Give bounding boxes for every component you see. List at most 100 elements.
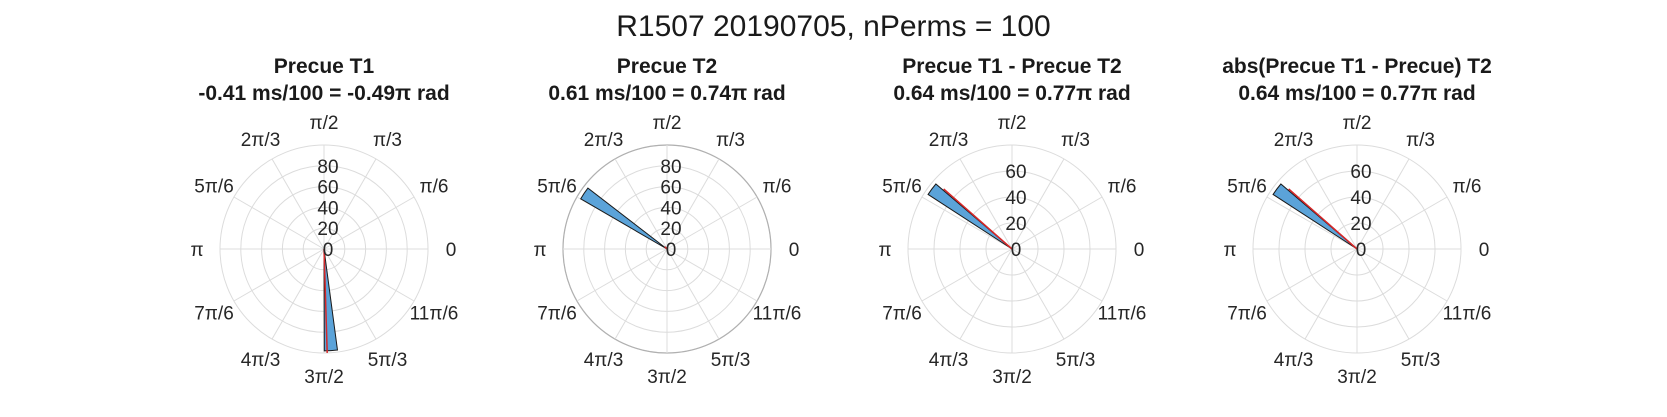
theta-grid-line [271, 248, 325, 340]
theta-tick-label: 2π/3 [929, 130, 969, 151]
theta-grid-line [1356, 248, 1448, 302]
theta-grid-line [921, 248, 1013, 302]
theta-grid-line [323, 158, 377, 250]
theta-grid-line [1266, 196, 1358, 250]
theta-grid-line [666, 248, 758, 302]
theta-tick-label: 3π/2 [1337, 367, 1377, 388]
r-tick-label: 20 [660, 219, 681, 240]
theta-tick-label: 0 [1134, 240, 1145, 261]
theta-tick-label: π/6 [1108, 177, 1137, 198]
theta-tick-label: 5π/6 [194, 177, 234, 198]
theta-tick-label: 5π/3 [1056, 350, 1096, 371]
theta-tick-label: 0 [789, 240, 800, 261]
theta-grid-line [233, 196, 325, 250]
r-tick-label: 40 [1350, 188, 1371, 209]
panel-title: Precue T1 [274, 55, 375, 78]
theta-grid-line [1011, 248, 1103, 302]
r-tick-label: 60 [317, 178, 338, 199]
theta-tick-label: 4π/3 [1274, 350, 1314, 371]
theta-tick-label: 0 [446, 240, 457, 261]
mean-direction-line [323, 248, 328, 353]
r-tick-label: 20 [1005, 214, 1026, 235]
theta-tick-label: 5π/3 [1401, 350, 1441, 371]
mean-direction-line [664, 246, 668, 250]
theta-tick-label: π/2 [998, 113, 1027, 134]
theta-tick-label: 3π/2 [304, 367, 344, 388]
theta-tick-label: 5π/6 [537, 177, 577, 198]
r-tick-label: 40 [317, 198, 338, 219]
theta-grid-line [1011, 196, 1103, 250]
theta-grid-line [921, 196, 1013, 250]
theta-tick-label: 11π/6 [753, 304, 802, 325]
theta-tick-label: 2π/3 [584, 130, 624, 151]
panel-title: abs(Precue T1 - Precue) T2 [1222, 55, 1492, 78]
theta-grid-line [1011, 248, 1065, 340]
theta-tick-label: π [533, 240, 546, 261]
theta-tick-label: 4π/3 [929, 350, 969, 371]
theta-tick-label: 11π/6 [1443, 304, 1492, 325]
theta-tick-label: π/3 [1061, 130, 1090, 151]
histogram-bar [927, 183, 1013, 250]
theta-grid-line [959, 158, 1013, 250]
mean-direction-line [1288, 188, 1358, 250]
theta-grid-line [666, 248, 720, 340]
r-tick-label: 60 [1350, 162, 1371, 183]
theta-tick-label: π [190, 240, 203, 261]
theta-tick-label: 2π/3 [1274, 130, 1314, 151]
panel-title: Precue T1 - Precue T2 [902, 55, 1121, 78]
theta-tick-label: π/6 [1453, 177, 1482, 198]
theta-tick-label: 11π/6 [410, 304, 459, 325]
r-tick-label: 40 [660, 198, 681, 219]
r-tick-label: 0 [1356, 240, 1367, 261]
r-tick-label: 20 [1350, 214, 1371, 235]
panel-title: Precue T2 [617, 55, 717, 78]
theta-tick-label: π [878, 240, 891, 261]
r-tick-label: 40 [1005, 188, 1026, 209]
theta-tick-label: π/2 [310, 113, 339, 134]
panel-subtitle: 0.61 ms/100 = 0.74π rad [548, 82, 785, 105]
theta-tick-label: 4π/3 [241, 350, 281, 371]
theta-grid-line [614, 248, 668, 340]
r-tick-label: 80 [660, 157, 681, 178]
polar-panel-4: abs(Precue T1 - Precue) T2 0.64 ms/100 = … [1222, 55, 1492, 388]
theta-tick-label: 3π/2 [992, 367, 1032, 388]
theta-grid-line [1356, 196, 1448, 250]
theta-tick-label: π/6 [763, 177, 792, 198]
theta-grid-line [666, 158, 720, 250]
r-tick-label: 0 [1011, 240, 1022, 261]
theta-tick-label: π [1223, 240, 1236, 261]
theta-tick-label: 11π/6 [1098, 304, 1147, 325]
theta-tick-label: 0 [1479, 240, 1490, 261]
figure-title: R1507 20190705, nPerms = 100 [616, 10, 1051, 43]
theta-tick-label: 2π/3 [241, 130, 281, 151]
theta-grid-line [323, 248, 415, 302]
r-tick-label: 80 [317, 157, 338, 178]
theta-grid-line [576, 248, 668, 302]
theta-tick-label: π/3 [716, 130, 745, 151]
theta-grid-line [1356, 158, 1410, 250]
theta-grid-line [1011, 158, 1065, 250]
r-tick-label: 60 [660, 178, 681, 199]
histogram-bar [323, 248, 339, 352]
theta-tick-label: 5π/6 [882, 177, 922, 198]
theta-grid-line [1304, 158, 1358, 250]
theta-tick-label: 7π/6 [537, 304, 577, 325]
theta-tick-label: π/2 [653, 113, 682, 134]
theta-tick-label: 7π/6 [194, 304, 234, 325]
theta-grid-line [614, 158, 668, 250]
theta-tick-label: 4π/3 [584, 350, 624, 371]
theta-grid-line [323, 196, 415, 250]
theta-tick-label: 5π/3 [368, 350, 408, 371]
theta-grid-line [271, 158, 325, 250]
panel-subtitle: -0.41 ms/100 = -0.49π rad [198, 82, 449, 105]
theta-tick-label: 7π/6 [882, 304, 922, 325]
r-tick-label: 60 [1005, 162, 1026, 183]
r-tick-label: 0 [666, 240, 677, 261]
theta-grid-line [233, 248, 325, 302]
theta-tick-label: π/2 [1343, 113, 1372, 134]
theta-tick-label: 7π/6 [1227, 304, 1267, 325]
mean-direction-line [943, 188, 1013, 250]
r-tick-label: 0 [323, 240, 334, 261]
r-tick-label: 20 [317, 219, 338, 240]
